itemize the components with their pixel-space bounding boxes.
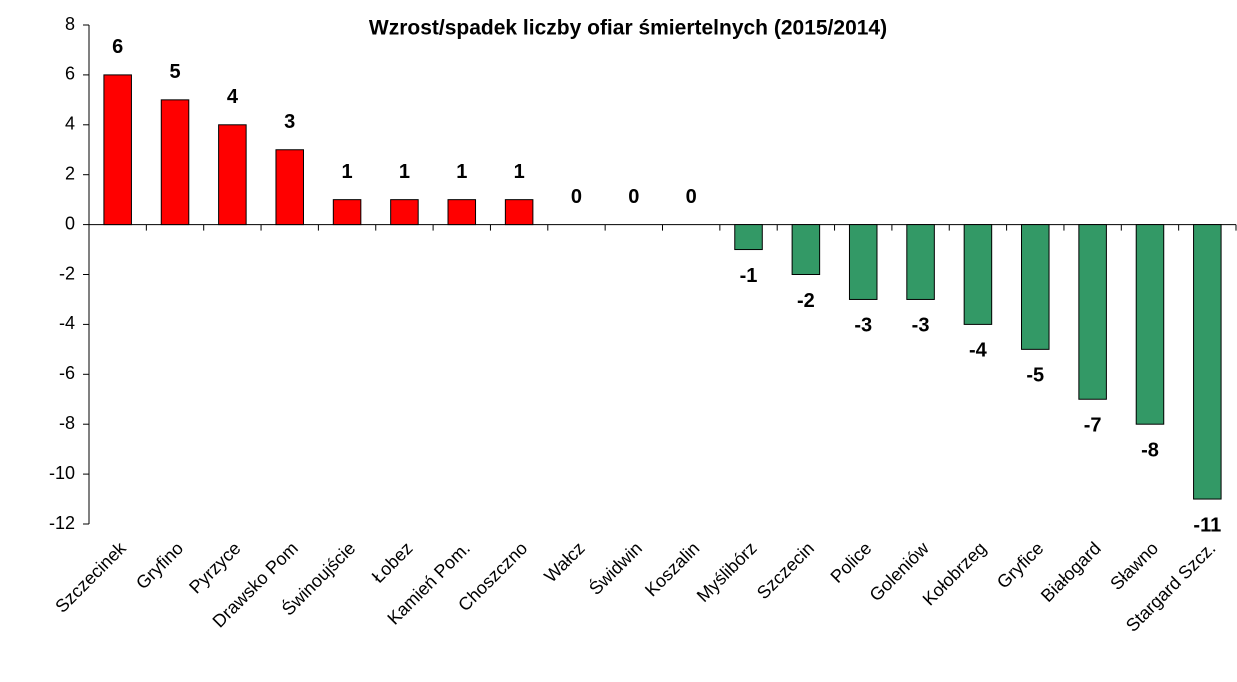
bar [963, 224, 993, 325]
y-tick-label: -4 [59, 313, 75, 333]
bar [906, 224, 935, 300]
x-tick-label: Szczecinek [51, 537, 130, 616]
y-tick-label: 4 [65, 114, 75, 134]
value-label: 1 [514, 161, 525, 183]
y-tick-label: -6 [59, 363, 75, 383]
x-tick-label: Wałcz [540, 538, 588, 586]
value-label: 4 [227, 86, 239, 108]
bar [160, 99, 190, 226]
chart-title: Wzrost/spadek liczby ofiar śmiertelnych … [369, 17, 887, 40]
bar [390, 199, 419, 226]
value-label: -2 [797, 290, 815, 312]
bar [1135, 224, 1165, 425]
value-label: 5 [169, 61, 180, 83]
value-label: -11 [1193, 514, 1221, 536]
y-tick-label: -10 [49, 463, 75, 483]
y-tick-label: 6 [65, 64, 75, 84]
x-tick-label: Myślibórz [693, 538, 761, 606]
x-tick-label: Białogard [1037, 538, 1105, 606]
bar [1193, 224, 1222, 500]
value-label: -8 [1141, 439, 1159, 461]
y-tick-label: -8 [59, 413, 75, 433]
bar [332, 199, 362, 226]
value-label: 1 [456, 161, 467, 183]
bar [791, 224, 821, 276]
bar [218, 124, 247, 226]
x-tick-label: Pyrzyce [185, 538, 244, 597]
x-tick-label: Gryfice [993, 538, 1047, 592]
bar [504, 199, 534, 226]
value-label: -3 [854, 315, 872, 337]
x-tick-label: Sławno [1106, 538, 1162, 594]
bar [1021, 224, 1050, 350]
y-tick-label: -2 [59, 263, 75, 283]
value-label: -4 [969, 340, 988, 362]
value-label: 6 [112, 36, 123, 58]
value-label: 0 [628, 186, 639, 208]
bar [848, 224, 878, 300]
y-tick-label: 8 [65, 14, 75, 34]
bar [275, 149, 304, 226]
y-tick-label: 0 [65, 213, 75, 233]
value-label: 1 [399, 161, 410, 183]
bar [1078, 224, 1107, 400]
bar [103, 74, 132, 226]
y-tick-label: -12 [49, 513, 75, 533]
y-tick-label: 2 [65, 163, 75, 183]
value-label: -1 [740, 265, 758, 287]
value-label: -7 [1084, 415, 1102, 437]
x-tick-label: Świdwin [584, 537, 646, 599]
value-label: 3 [284, 111, 295, 133]
x-tick-label: Police [827, 538, 876, 587]
bar [734, 224, 763, 251]
value-label: 0 [686, 186, 697, 208]
x-tick-label: Łobez [368, 538, 417, 587]
value-label: 1 [342, 161, 353, 183]
value-label: 0 [571, 186, 582, 208]
value-label: -3 [912, 315, 930, 337]
value-label: -5 [1026, 365, 1044, 387]
x-tick-label: Szczecin [753, 538, 818, 603]
x-tick-label: Gryfino [132, 538, 187, 593]
x-tick-label: Kołobrzeg [919, 538, 990, 609]
bar [447, 199, 477, 226]
